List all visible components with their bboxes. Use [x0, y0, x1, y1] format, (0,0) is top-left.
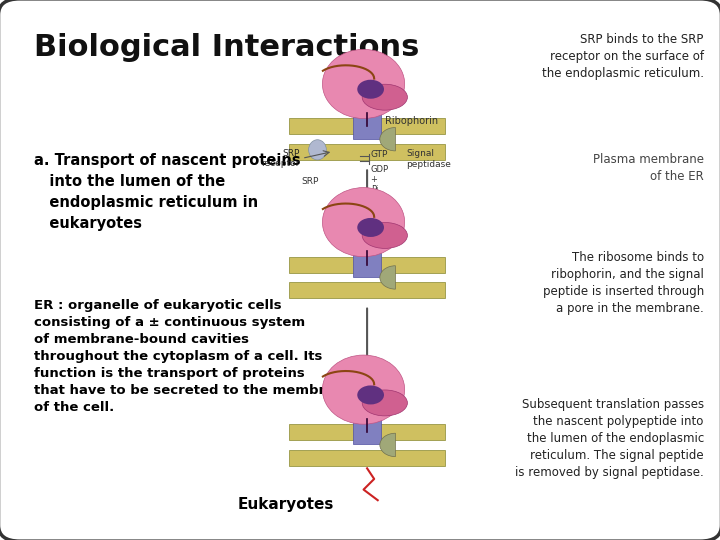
Text: Plasma membrane
of the ER: Plasma membrane of the ER — [593, 153, 703, 183]
Bar — [353, 229, 382, 277]
Text: Biological Interactions: Biological Interactions — [34, 33, 419, 63]
Text: GDP
+
Pi: GDP + Pi — [371, 165, 389, 194]
Text: The ribosome binds to
ribophorin, and the signal
peptide is inserted through
a p: The ribosome binds to ribophorin, and th… — [543, 252, 703, 315]
Ellipse shape — [357, 386, 384, 404]
Wedge shape — [380, 127, 395, 151]
Ellipse shape — [309, 140, 326, 160]
Wedge shape — [380, 433, 395, 457]
Bar — [289, 282, 445, 298]
Text: ER : organelle of eukaryotic cells
consisting of a ± continuous system
of membra: ER : organelle of eukaryotic cells consi… — [34, 299, 352, 414]
Text: GTP: GTP — [371, 150, 388, 159]
Ellipse shape — [357, 218, 384, 237]
Bar — [353, 91, 382, 139]
Ellipse shape — [323, 49, 405, 118]
Bar — [289, 450, 445, 465]
Text: Subsequent translation passes
the nascent polypeptide into
the lumen of the endo: Subsequent translation passes the nascen… — [515, 397, 703, 478]
Text: Eukaryotes: Eukaryotes — [238, 497, 334, 512]
Text: Ribophorin: Ribophorin — [384, 116, 438, 126]
Bar — [289, 144, 445, 160]
Text: a. Transport of nascent proteins
   into the lumen of the
   endoplasmic reticul: a. Transport of nascent proteins into th… — [34, 153, 300, 231]
Text: SRP
receptor: SRP receptor — [261, 148, 300, 168]
Text: Signal
peptidase: Signal peptidase — [406, 149, 451, 168]
Ellipse shape — [323, 187, 405, 256]
Bar — [289, 256, 445, 273]
Ellipse shape — [323, 355, 405, 424]
Ellipse shape — [357, 80, 384, 99]
Text: SRP: SRP — [302, 177, 319, 186]
Bar — [289, 424, 445, 440]
Ellipse shape — [362, 390, 408, 416]
Bar — [289, 118, 445, 134]
Ellipse shape — [362, 222, 408, 248]
Wedge shape — [380, 266, 395, 289]
Ellipse shape — [362, 84, 408, 110]
Bar — [353, 396, 382, 444]
Text: SRP binds to the SRP
receptor on the surface of
the endoplasmic reticulum.: SRP binds to the SRP receptor on the sur… — [541, 33, 703, 80]
